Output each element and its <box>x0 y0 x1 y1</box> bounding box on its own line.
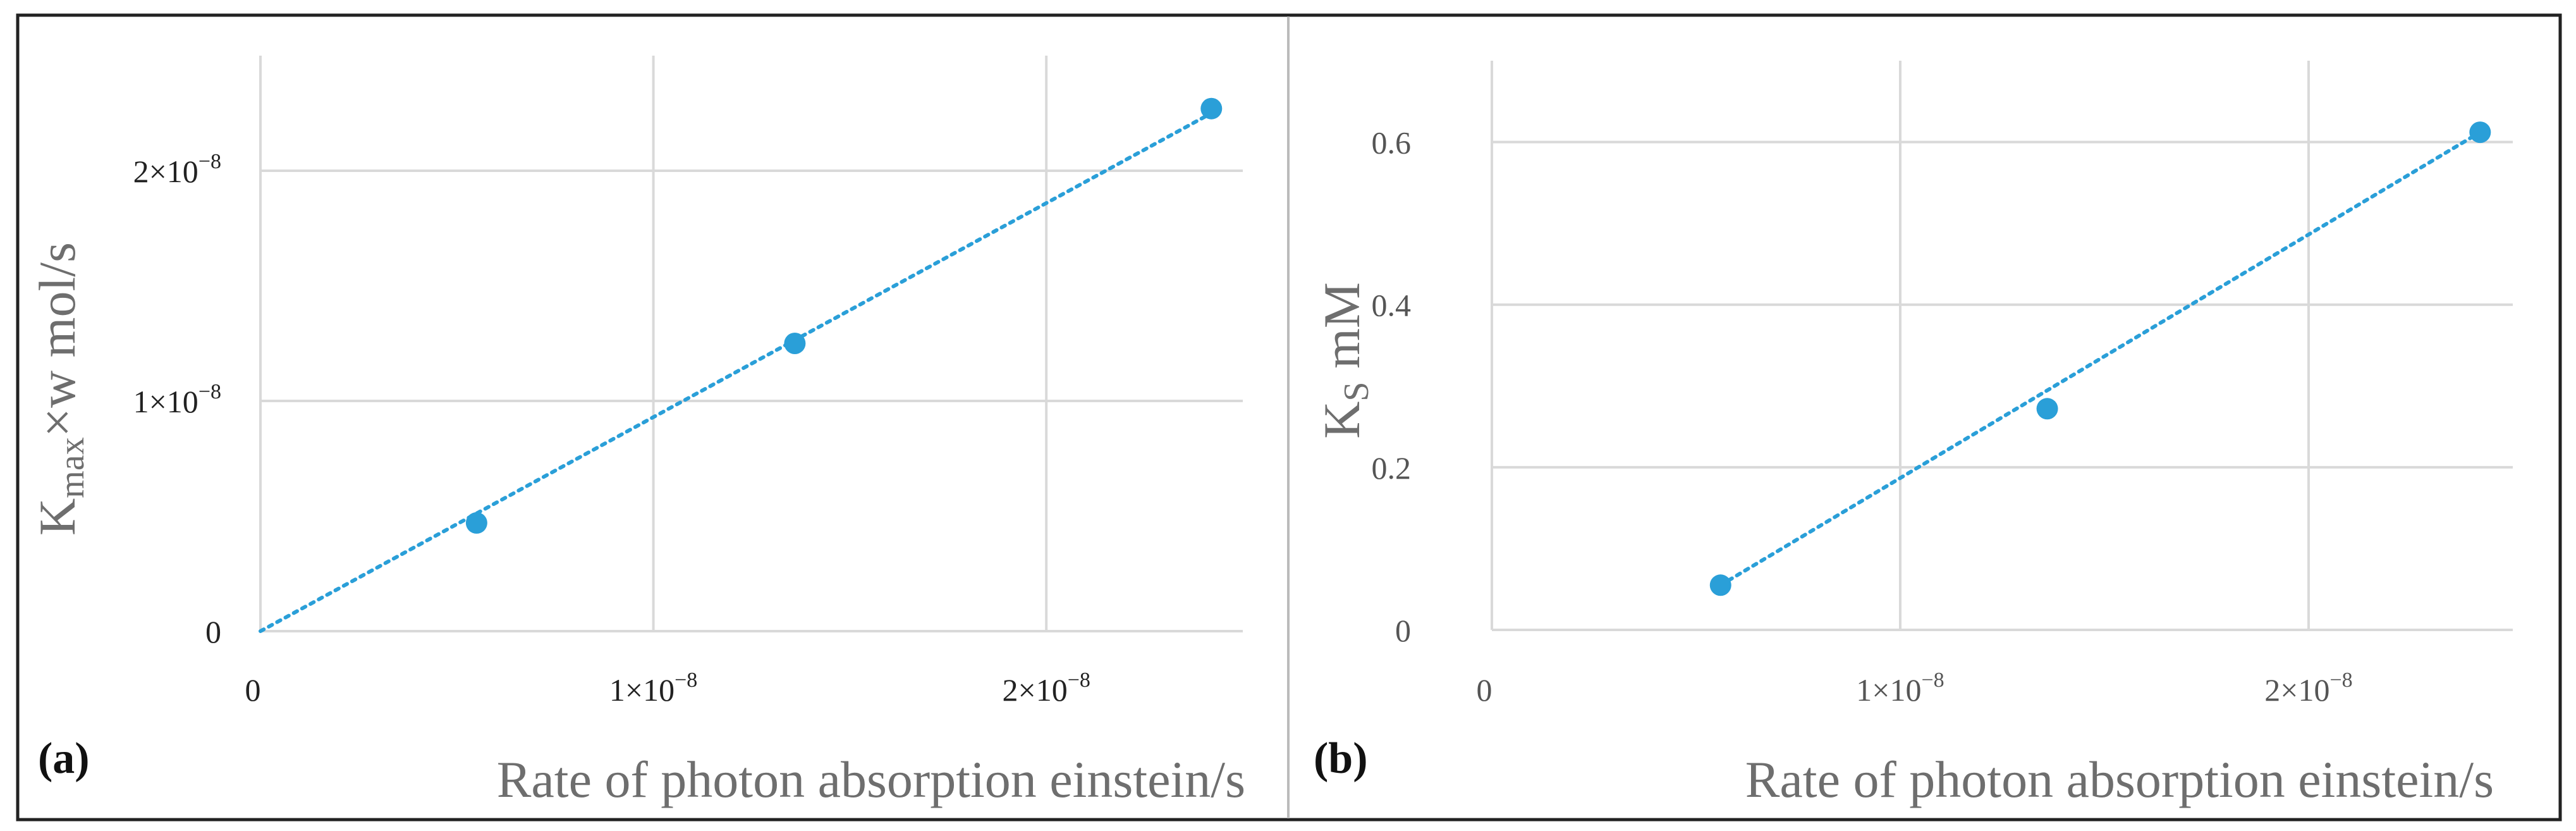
x-axis-title: Rate of photon absorption einstein/s <box>1745 751 2494 808</box>
data-point <box>465 512 487 534</box>
x-tick-label: 1×10−8 <box>1856 668 1944 708</box>
x-tick-labels: 0 1×10−8 2×10−8 <box>245 668 1090 708</box>
y-tick-labels: 0 0.2 0.4 0.6 <box>1372 125 1412 648</box>
y-tick-label: 2×10−8 <box>133 150 221 189</box>
trendline <box>259 111 1214 633</box>
data-point <box>1709 574 1731 596</box>
grid-lines <box>1491 61 2513 631</box>
data-points <box>465 97 1223 534</box>
y-axis-title-rest: mM <box>1313 282 1370 381</box>
y-axis-title: Kmax×w mol/s <box>28 242 92 536</box>
x-tick-label: 0 <box>1477 672 1492 708</box>
y-axis-title-sub: S <box>1337 381 1376 401</box>
data-point <box>2036 398 2058 420</box>
x-axis-title: Rate of photon absorption einstein/s <box>497 751 1245 808</box>
y-axis-title-rest: ×w mol/s <box>28 242 86 437</box>
x-tick-label: 0 <box>245 672 261 708</box>
y-tick-label: 0 <box>1395 613 1411 648</box>
y-axis-title: KS mM <box>1313 282 1376 439</box>
x-tick-label: 1×10−8 <box>609 668 697 708</box>
x-tick-label: 2×10−8 <box>2264 668 2352 708</box>
y-axis-title-sub: max <box>52 437 92 498</box>
x-tick-labels: 0 1×10−8 2×10−8 <box>1477 668 2353 708</box>
y-tick-label: 1×10−8 <box>133 380 221 419</box>
data-point <box>784 333 806 354</box>
y-tick-label: 0.4 <box>1372 288 1412 323</box>
data-point <box>1200 97 1223 120</box>
chart-panel-b: 0 0.2 0.4 0.6 0 1×10−8 2×10−8 KS mM Rate of p… <box>1313 61 2513 808</box>
y-tick-label: 0.2 <box>1372 450 1412 486</box>
grid-lines <box>259 56 1243 632</box>
trendline-dotted <box>259 111 1214 633</box>
data-point <box>2469 121 2491 144</box>
y-tick-label: 0.6 <box>1372 125 1412 161</box>
chart-panel-a: 0 1×10−8 2×10−8 0 1×10−8 2×10−8 Kmax×w mol/s… <box>28 56 1245 808</box>
y-tick-labels: 0 1×10−8 2×10−8 <box>133 150 221 649</box>
y-axis-title-base: K <box>28 498 86 536</box>
y-axis-title-base: K <box>1313 402 1370 439</box>
panel-label: (a) <box>38 734 90 783</box>
trendline <box>1718 130 2482 588</box>
trendline-dotted <box>1718 130 2482 588</box>
data-points <box>1709 121 2491 596</box>
y-tick-label: 0 <box>205 614 221 649</box>
x-tick-label: 2×10−8 <box>1003 668 1090 708</box>
panel-label: (b) <box>1314 734 1368 783</box>
